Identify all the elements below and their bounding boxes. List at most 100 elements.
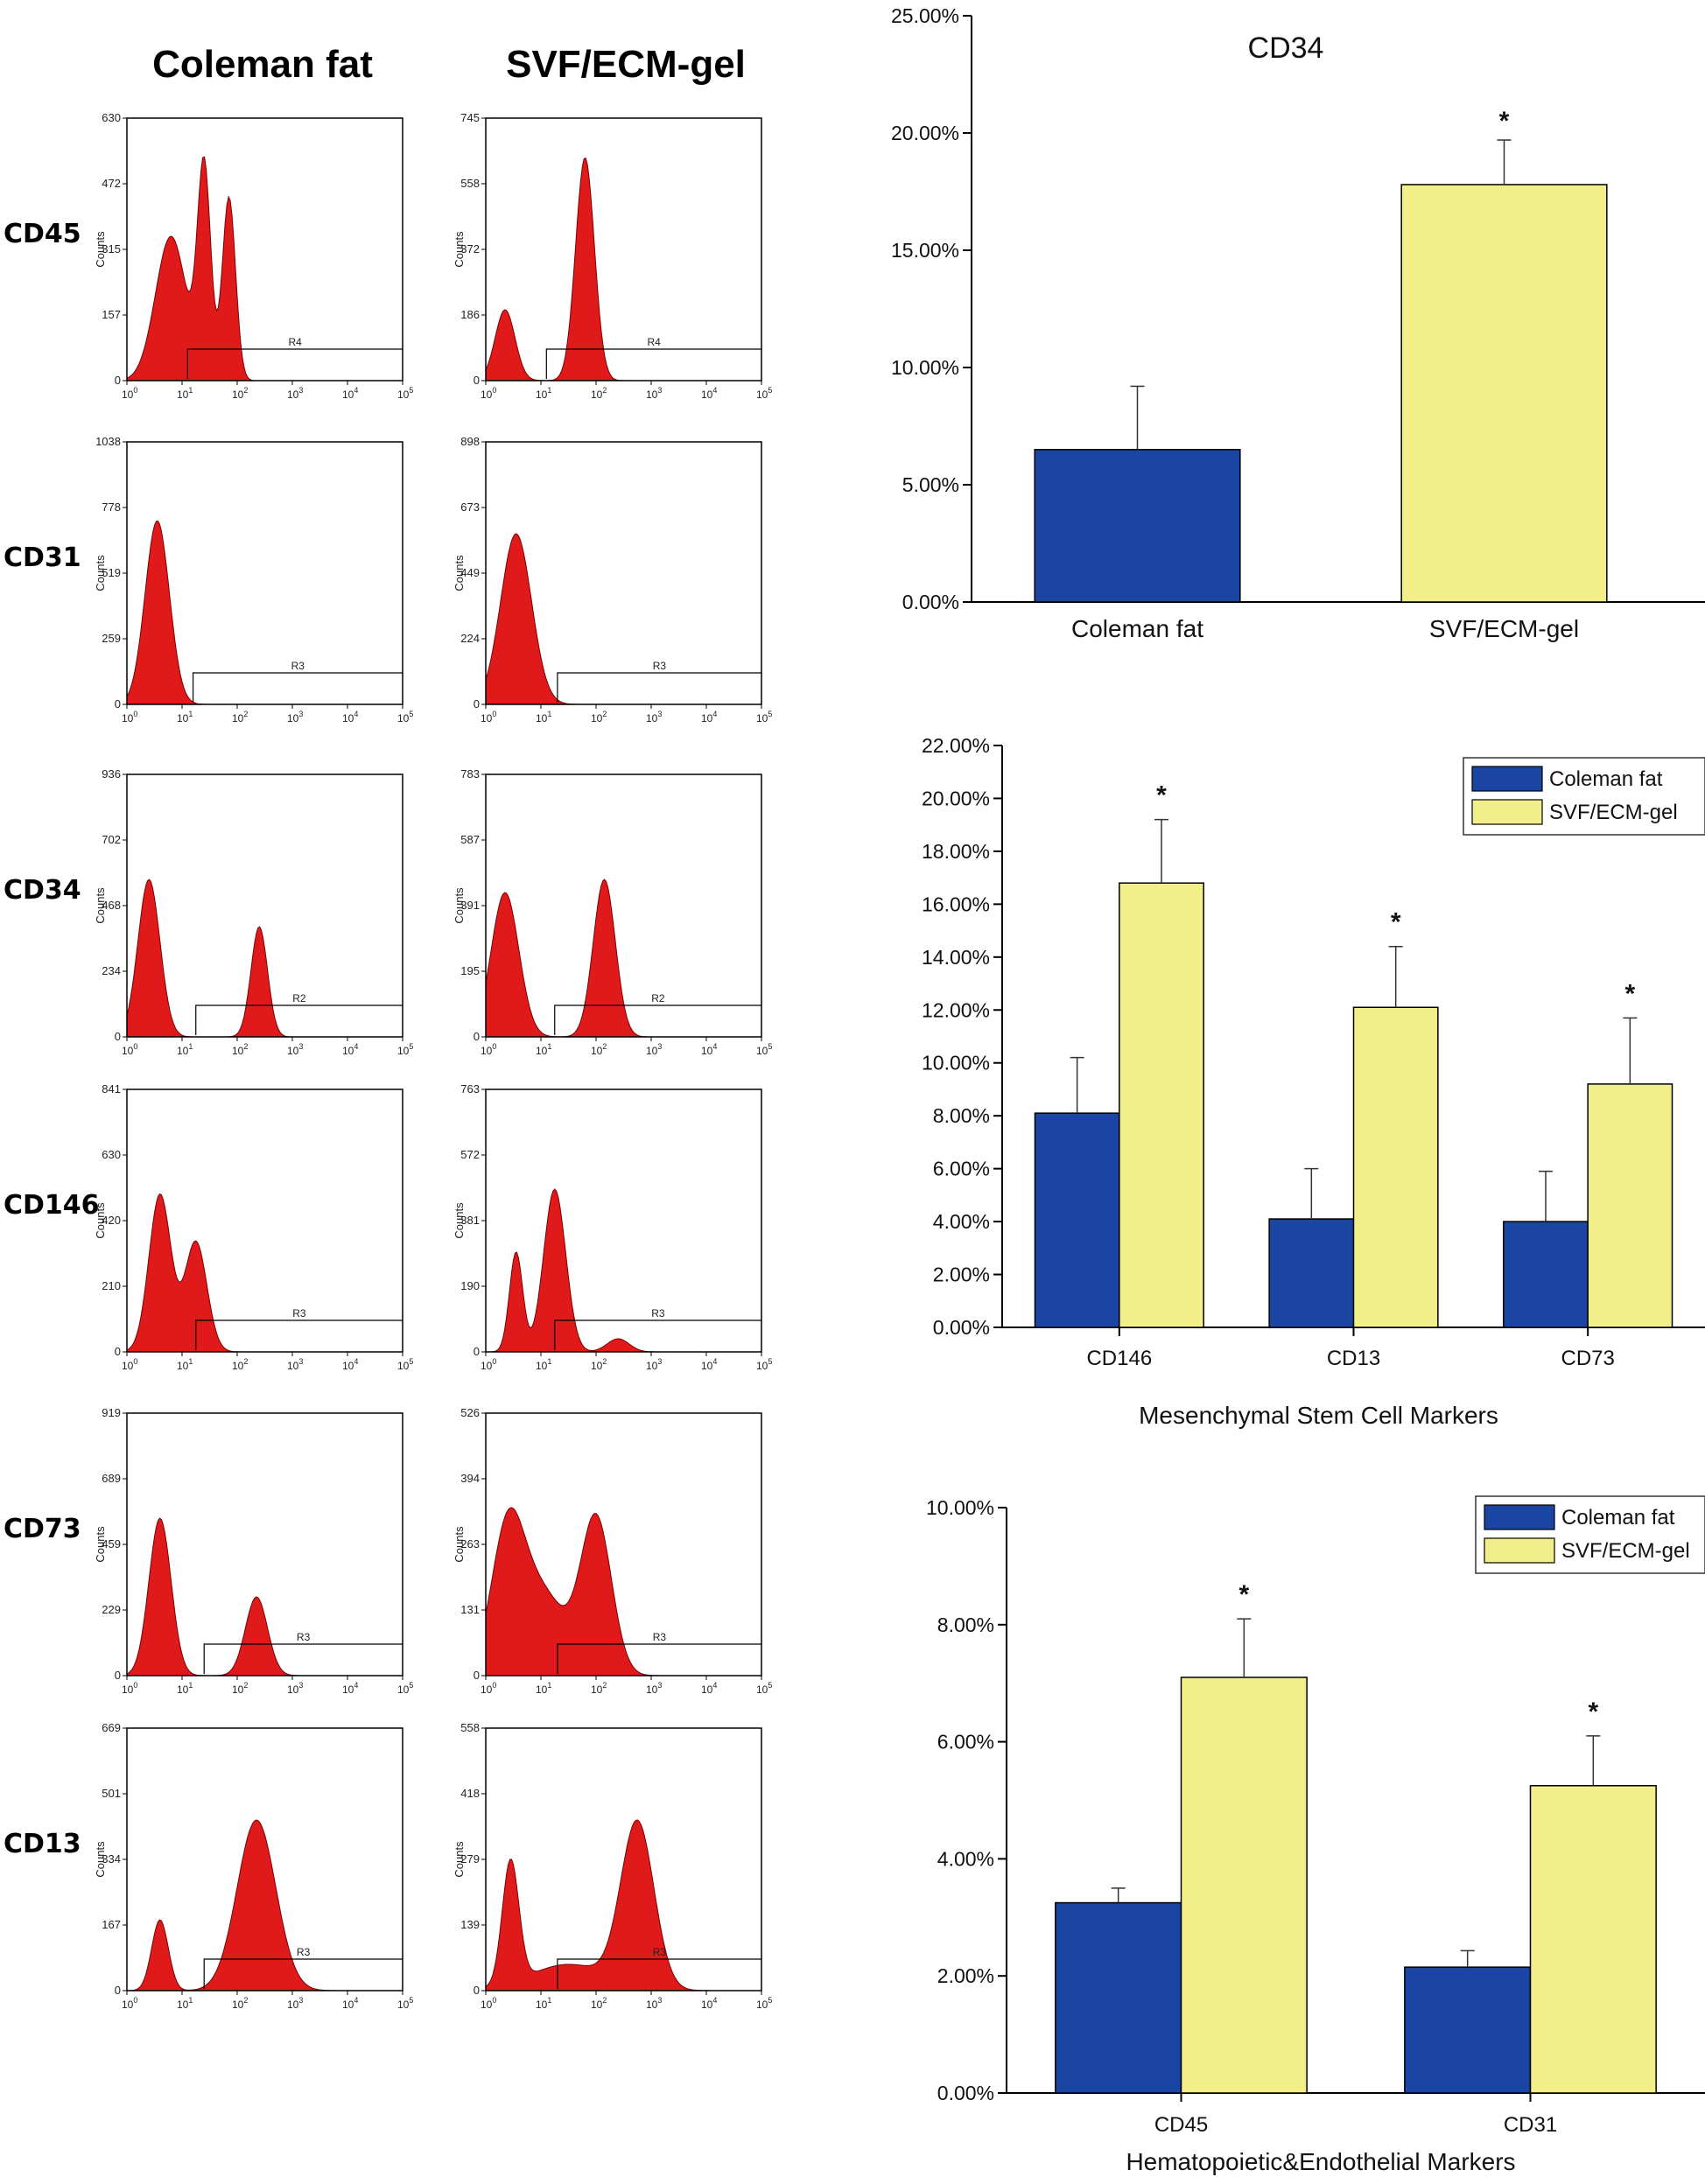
histogram-y-tick-label: 763 bbox=[460, 1082, 480, 1096]
histogram-gate-label: R2 bbox=[292, 992, 306, 1004]
histogram-y-tick-label: 526 bbox=[460, 1406, 480, 1419]
histogram-x-tick-label: 100 bbox=[122, 710, 137, 724]
category-label: SVF/ECM-gel bbox=[1429, 615, 1579, 642]
histogram-x-tick-exponent: 5 bbox=[409, 1357, 413, 1366]
histogram-x-tick-label: 102 bbox=[591, 1042, 607, 1057]
histogram-y-axis-label: Counts bbox=[94, 1841, 107, 1878]
histogram-x-tick-label: 103 bbox=[646, 386, 662, 401]
histogram-x-tick-label: 100 bbox=[122, 1042, 137, 1057]
histogram-x-tick-exponent: 1 bbox=[547, 1357, 551, 1366]
histogram-gate-label: R3 bbox=[651, 1307, 665, 1320]
histogram-x-tick-label: 103 bbox=[646, 1681, 662, 1696]
histogram-x-tick-label: 102 bbox=[232, 1996, 248, 2011]
bar bbox=[1034, 1112, 1120, 1328]
histogram-x-tick-label: 105 bbox=[397, 1357, 413, 1372]
histogram-gate-label: R4 bbox=[288, 336, 302, 348]
histogram-y-tick-label: 210 bbox=[102, 1279, 121, 1292]
histogram-x-tick-exponent: 4 bbox=[354, 386, 358, 395]
y-tick-label: 2.00% bbox=[933, 1264, 990, 1286]
histogram-y-axis-label: Counts bbox=[94, 1526, 107, 1563]
histogram-x-tick-label: 104 bbox=[701, 1357, 717, 1372]
histogram-gate-line bbox=[195, 1004, 403, 1035]
histogram-y-tick-label: 501 bbox=[102, 1787, 121, 1800]
histogram-x-tick-exponent: 1 bbox=[547, 1996, 551, 2005]
histogram-x-tick-label: 105 bbox=[756, 1996, 772, 2011]
category-label: CD31 bbox=[1504, 2113, 1557, 2137]
histogram-x-tick-label: 103 bbox=[646, 1357, 662, 1372]
histogram-x-tick-exponent: 0 bbox=[133, 386, 137, 395]
histogram-y-axis-label: Counts bbox=[453, 231, 466, 268]
histogram-x-tick-label: 104 bbox=[701, 1996, 717, 2011]
histogram-x-tick-exponent: 0 bbox=[492, 1996, 496, 2005]
y-tick-label: 10.00% bbox=[926, 1496, 994, 1519]
histogram-x-tick-label: 102 bbox=[232, 710, 248, 724]
bar bbox=[1119, 882, 1204, 1328]
histogram-x-tick-exponent: 5 bbox=[409, 1681, 413, 1690]
histogram-x-tick-exponent: 4 bbox=[354, 710, 358, 718]
histogram-fill bbox=[126, 156, 403, 382]
y-tick-label: 22.00% bbox=[922, 734, 990, 757]
histogram-x-tick-label: 101 bbox=[177, 386, 193, 401]
histogram-y-tick-label: 572 bbox=[460, 1148, 480, 1161]
histogram-x-tick-label: 100 bbox=[481, 1681, 496, 1696]
histogram-x-tick-exponent: 2 bbox=[243, 386, 248, 395]
histogram-x-tick-exponent: 5 bbox=[768, 710, 772, 718]
histogram-x-tick-label: 103 bbox=[646, 710, 662, 724]
histogram-x-tick-label: 104 bbox=[342, 710, 358, 724]
histogram-x-tick-exponent: 2 bbox=[602, 1681, 607, 1690]
histogram-x-tick-exponent: 2 bbox=[602, 1042, 607, 1051]
histogram-fill bbox=[126, 878, 403, 1038]
histogram-y-tick-label: 0 bbox=[474, 697, 480, 710]
bar bbox=[1587, 1083, 1673, 1328]
y-tick-label: 20.00% bbox=[891, 122, 959, 144]
histogram-x-tick-label: 100 bbox=[481, 386, 496, 401]
significance-star: * bbox=[1238, 1580, 1249, 1609]
y-tick-label: 4.00% bbox=[933, 1210, 990, 1233]
histogram-x-tick-exponent: 5 bbox=[768, 1042, 772, 1051]
histogram-y-tick-label: 587 bbox=[460, 833, 480, 846]
bar bbox=[1352, 1006, 1439, 1328]
histogram-y-axis-label: Counts bbox=[94, 555, 107, 592]
histogram-x-tick-exponent: 0 bbox=[492, 386, 496, 395]
histogram-gate-line bbox=[545, 348, 761, 379]
histogram-x-tick-label: 102 bbox=[232, 386, 248, 401]
histogram-y-tick-label: 195 bbox=[460, 964, 480, 977]
histogram-fill bbox=[126, 1193, 403, 1353]
histogram-x-tick-exponent: 1 bbox=[188, 386, 193, 395]
histogram-y-tick-label: 689 bbox=[102, 1472, 121, 1485]
histogram-fill bbox=[126, 520, 403, 705]
x-axis-label: Mesenchymal Stem Cell Markers bbox=[1139, 1402, 1498, 1429]
header-svf-ecm-gel: SVF/ECM-gel bbox=[506, 43, 746, 86]
histogram-x-tick-exponent: 0 bbox=[133, 710, 137, 718]
row-label-cd73: CD73 bbox=[4, 1514, 81, 1544]
histogram-x-tick-exponent: 3 bbox=[657, 1042, 662, 1051]
histogram-x-tick-exponent: 3 bbox=[657, 386, 662, 395]
legend-label: SVF/ECM-gel bbox=[1561, 1539, 1690, 1563]
histogram-y-tick-label: 0 bbox=[474, 1345, 480, 1358]
histogram-x-tick-exponent: 0 bbox=[133, 1996, 137, 2005]
histogram-x-tick-exponent: 1 bbox=[188, 1681, 193, 1690]
y-tick-label: 2.00% bbox=[937, 1964, 994, 1987]
y-tick-label: 20.00% bbox=[922, 787, 990, 809]
y-tick-label: 0.00% bbox=[902, 591, 959, 613]
category-label: CD13 bbox=[1327, 1347, 1380, 1370]
histogram-y-axis-label: Counts bbox=[94, 231, 107, 268]
histogram-gate-label: R3 bbox=[653, 660, 667, 672]
histogram-y-tick-label: 630 bbox=[102, 1148, 121, 1161]
histogram-y-tick-label: 0 bbox=[115, 1030, 121, 1043]
histogram-x-tick-exponent: 1 bbox=[188, 1357, 193, 1366]
category-label: Coleman fat bbox=[1071, 615, 1203, 642]
histogram-x-tick-exponent: 3 bbox=[298, 1357, 303, 1366]
histogram-gate-line bbox=[203, 1643, 403, 1674]
histogram-y-tick-label: 919 bbox=[102, 1406, 121, 1419]
row-label-cd13: CD13 bbox=[4, 1829, 81, 1859]
histogram-x-tick-exponent: 2 bbox=[243, 1357, 248, 1366]
histogram-fill bbox=[485, 1819, 761, 1992]
histogram-x-tick-label: 103 bbox=[287, 1042, 303, 1057]
histogram-gate-line bbox=[557, 1958, 761, 1989]
histogram-gate-label: R2 bbox=[651, 992, 665, 1004]
